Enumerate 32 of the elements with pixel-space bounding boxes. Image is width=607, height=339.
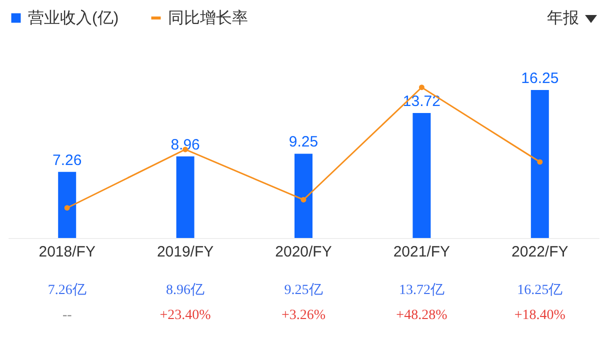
text: 8.96亿 (166, 282, 205, 298)
text: 13.72亿 (398, 282, 444, 298)
data-label: +23.40% (160, 308, 212, 323)
text: 年报 (547, 9, 579, 29)
x-tick-label: 2019/FY (156, 244, 214, 260)
data-label: 13.72 (402, 93, 440, 110)
data-label: 7.26 (52, 152, 82, 169)
point (300, 197, 306, 202)
data-label: 16.25 (521, 70, 559, 87)
x-tick-label: 2018/FY (38, 244, 96, 260)
x-tick-label: 2021/FY (393, 244, 450, 260)
x-tick-label: 2020/FY (275, 244, 332, 260)
data-label: -- (62, 308, 72, 323)
data-label: +48.28% (396, 308, 448, 323)
point (64, 205, 70, 211)
bar (412, 113, 431, 238)
text: 16.25亿 (517, 282, 563, 298)
bar (176, 156, 194, 238)
data-label: 9.25 (288, 134, 318, 151)
data-label: +18.40% (514, 308, 566, 323)
point (537, 159, 543, 165)
point (418, 84, 424, 90)
data-label: 8.96 (170, 136, 200, 154)
data-label: +3.26% (281, 308, 326, 323)
x-tick-label: 2022/FY (512, 244, 568, 260)
bar (58, 172, 76, 238)
bar (294, 154, 312, 238)
text: 7.26亿 (48, 282, 86, 298)
bar (530, 90, 549, 238)
legend-label: 营业收入(亿) (28, 9, 119, 27)
text: 9.25亿 (284, 282, 323, 298)
legend-label: 同比增长率 (168, 9, 248, 27)
